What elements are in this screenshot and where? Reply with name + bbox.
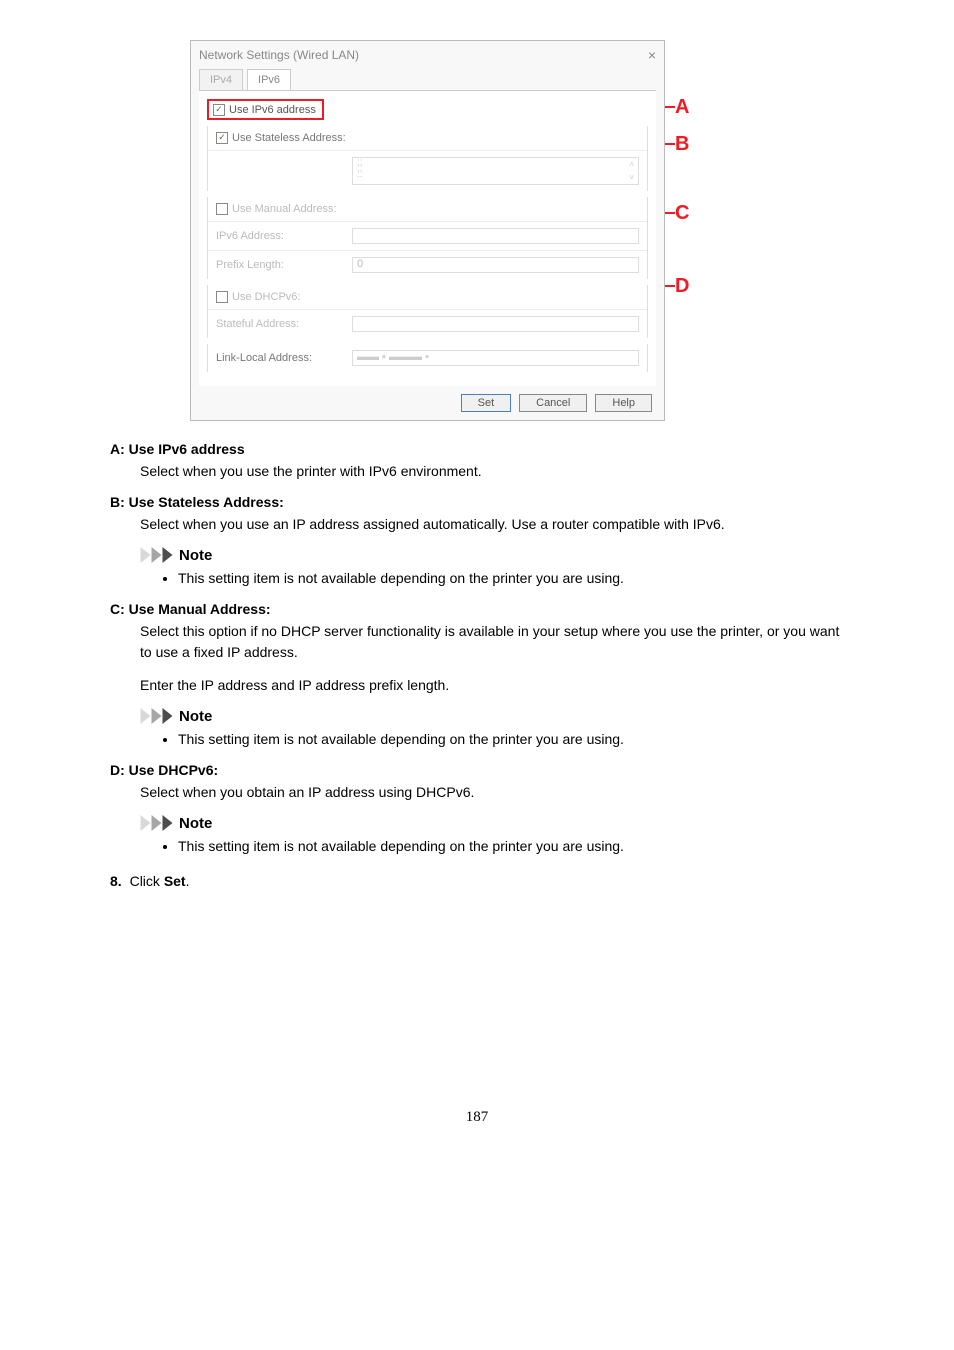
checkbox-empty-icon [216,291,228,303]
callout-b: B [675,133,689,156]
use-manual-checkbox[interactable]: Use Manual Address: [216,203,362,215]
body-d: Select when you obtain an IP address usi… [140,782,844,803]
cancel-button[interactable]: Cancel [519,394,587,412]
note-arrows-icon [140,815,173,831]
body-b: Select when you use an IP address assign… [140,514,844,535]
checkbox-empty-icon [216,203,228,215]
heading-d: D: Use DHCPv6: [110,762,844,778]
stateful-address-label: Stateful Address: [216,318,346,330]
ipv6-address-label: IPv6 Address: [216,230,346,242]
note-arrows-icon [140,708,173,724]
prefix-length-label: Prefix Length: [216,259,346,271]
step-text-bold: Set [164,873,186,889]
dhcpv6-group: Use DHCPv6: Stateful Address: [207,285,648,338]
note-item: This setting item is not available depen… [178,729,844,750]
help-button[interactable]: Help [595,394,652,412]
callout-c: C [675,202,689,225]
network-settings-dialog: Network Settings (Wired LAN) × IPv4 IPv6… [190,40,665,421]
page-number: 187 [110,1109,844,1126]
note-item: This setting item is not available depen… [178,836,844,857]
use-dhcpv6-checkbox[interactable]: Use DHCPv6: [216,291,362,303]
stateless-listbox[interactable]: :::::: ˄˅ [352,157,639,185]
linklocal-label: Link-Local Address: [216,352,346,364]
use-stateless-checkbox[interactable]: ✓ Use Stateless Address: [216,132,362,144]
heading-c: C: Use Manual Address: [110,601,844,617]
body-c2: Enter the IP address and IP address pref… [140,675,844,696]
note-header: Note [140,815,844,832]
note-header: Note [140,547,844,564]
callout-a: A [675,96,689,119]
stateless-group: ✓ Use Stateless Address: :::::: ˄˅ [207,126,648,191]
tab-ipv4[interactable]: IPv4 [199,69,243,90]
step-text-pre: Click [130,873,164,889]
linklocal-group: Link-Local Address: ▬▬ ▪ ▬▬▬ ▪ [207,344,648,372]
dialog-titlebar: Network Settings (Wired LAN) × [191,41,664,69]
ipv6-address-input[interactable] [352,228,639,244]
heading-a: A: Use IPv6 address [110,441,844,457]
use-ipv6-label: Use IPv6 address [229,104,316,116]
use-dhcpv6-label: Use DHCPv6: [232,291,362,303]
listbox-content: :::::: [357,160,363,182]
dialog-title: Network Settings (Wired LAN) [199,48,359,62]
use-ipv6-checkbox[interactable]: ✓ Use IPv6 address [213,104,316,116]
checkmark-icon: ✓ [216,132,228,144]
note-label: Note [179,708,212,725]
note-item: This setting item is not available depen… [178,568,844,589]
tab-ipv6[interactable]: IPv6 [247,69,291,90]
note-label: Note [179,547,212,564]
use-stateless-label: Use Stateless Address: [232,132,362,144]
stateful-address-input[interactable] [352,316,639,332]
step-8: 8. Click Set. [110,873,844,889]
note-label: Note [179,815,212,832]
step-text-post: . [186,873,190,889]
body-a: Select when you use the printer with IPv… [140,461,844,482]
note-arrows-icon [140,547,173,563]
note-header: Note [140,708,844,725]
use-ipv6-group: ✓ Use IPv6 address [207,99,324,120]
use-manual-label: Use Manual Address: [232,203,362,215]
prefix-length-input[interactable]: 0 [352,257,639,273]
linklocal-value: ▬▬ ▪ ▬▬▬ ▪ [352,350,639,366]
chevron-down-icon[interactable]: ˅ [629,173,634,182]
heading-b: B: Use Stateless Address: [110,494,844,510]
set-button[interactable]: Set [461,394,512,412]
checkmark-icon: ✓ [213,104,225,116]
chevron-up-icon[interactable]: ˄ [629,160,634,169]
manual-group: Use Manual Address: IPv6 Address: Prefix… [207,197,648,279]
callout-d: D [675,275,689,298]
step-number: 8. [110,873,122,889]
callout-column: A B C D [669,40,699,370]
close-icon[interactable]: × [648,47,656,63]
body-c1: Select this option if no DHCP server fun… [140,621,844,663]
